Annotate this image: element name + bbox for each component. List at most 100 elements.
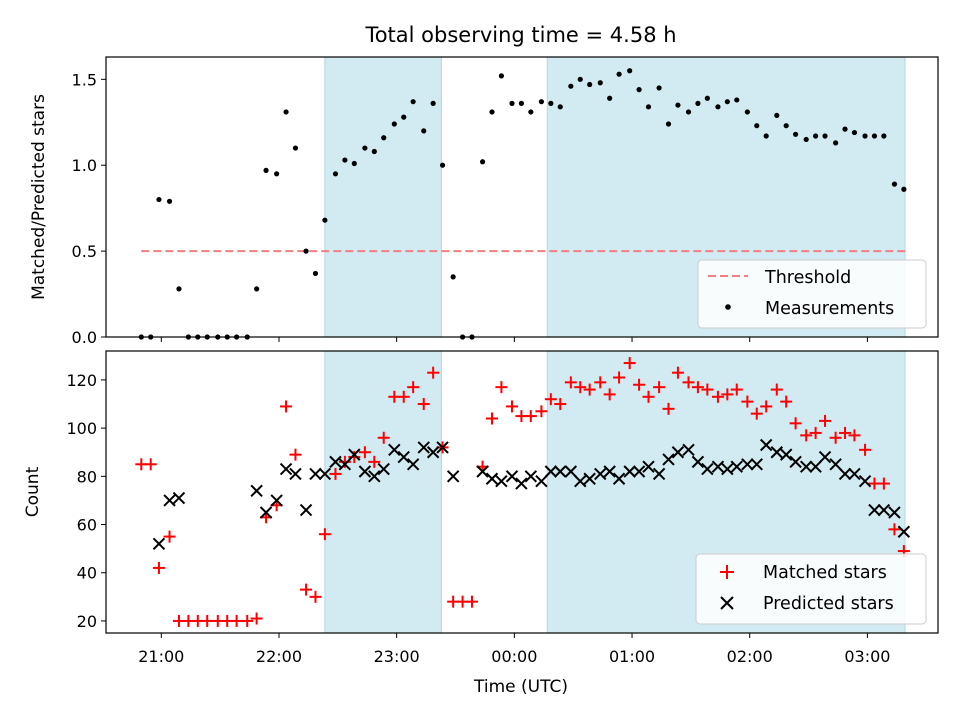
predicted-stars-point — [711, 460, 725, 473]
matched-stars-point — [250, 612, 263, 625]
matched-stars-point — [809, 426, 822, 439]
measurements-point — [656, 85, 662, 91]
matched-stars-point — [495, 381, 508, 394]
matched-stars-point — [318, 528, 331, 541]
matched-stars-point — [642, 390, 655, 403]
measurements-point — [176, 286, 182, 292]
measurements-point — [538, 99, 545, 105]
count-panel: 20 40 60 80 100 120 21:00 22:00 23:00 00:00 01:00… — [23, 350, 939, 697]
measurements-point — [568, 83, 574, 89]
measurements-point — [627, 68, 633, 74]
count-legend: Matched stars Predicted stars — [695, 553, 927, 625]
x-tick-label: 00:00 — [491, 647, 537, 666]
matched-stars-point — [633, 378, 646, 391]
measurements-point — [665, 121, 672, 127]
predicted-stars-point — [485, 472, 499, 485]
measurements-point — [734, 97, 740, 103]
matched-stars-point — [163, 530, 176, 543]
predicted-stars-point — [417, 441, 430, 454]
measurements-point — [498, 73, 505, 79]
matched-stars-point — [417, 398, 430, 411]
x-tick-label: 01:00 — [609, 647, 655, 666]
matched-stars-point — [329, 467, 342, 480]
measurements-point — [704, 95, 710, 101]
predicted-legend-swatch — [720, 596, 734, 610]
x-tick-label: 03:00 — [844, 647, 890, 666]
predicted-stars-point — [318, 467, 332, 481]
measurements-point — [351, 160, 357, 167]
predicted-stars-point — [377, 462, 390, 476]
measurements-point — [362, 145, 368, 151]
predicted-stars-point — [348, 448, 361, 461]
matched-stars-point — [554, 398, 567, 411]
matched-stars-point — [377, 431, 390, 444]
measurements-point — [901, 186, 907, 192]
x-tick-label: 21:00 — [138, 647, 184, 666]
matched-stars-point — [144, 458, 157, 471]
y-tick-label: 60 — [77, 516, 97, 535]
measurements-point — [303, 248, 309, 254]
measurements-point — [616, 71, 622, 77]
matched-stars-point — [603, 388, 616, 401]
measurements-point — [783, 123, 789, 129]
measurements-point — [833, 140, 839, 146]
measurements-point — [548, 100, 554, 106]
measurements-point — [254, 286, 260, 292]
matched-stars-point — [368, 455, 381, 468]
predicted-stars-point — [172, 491, 186, 505]
y-tick-label: 120 — [66, 371, 97, 390]
measurements-point — [754, 123, 760, 129]
predicted-stars-point — [671, 446, 685, 459]
matched-stars-point — [358, 446, 371, 459]
matched-stars-point — [309, 590, 322, 603]
predicted-stars-point — [495, 474, 508, 488]
matched-legend-swatch — [720, 565, 734, 579]
predicted-stars-point — [594, 467, 607, 481]
predicted-stars-point — [270, 494, 283, 507]
predicted-stars-point — [564, 465, 578, 478]
y-tick-label: 20 — [77, 612, 97, 631]
matched-stars-point — [888, 523, 901, 536]
measurements-point — [715, 104, 721, 110]
measurements-point — [636, 87, 642, 93]
matched-stars-point — [848, 429, 861, 442]
count-legend-box — [695, 553, 927, 625]
measurements-point — [421, 128, 427, 134]
ratio-panel-ylabel: Matched/Predicted stars — [29, 94, 49, 300]
predicted-stars-point — [642, 460, 655, 473]
matched-stars-point — [535, 405, 548, 418]
predicted-stars-point — [623, 465, 636, 478]
measurements-point — [263, 167, 269, 173]
predicted-stars-point — [789, 455, 802, 469]
measurements-point — [793, 131, 799, 137]
measurements-point — [675, 102, 681, 108]
measurements-point — [645, 104, 652, 110]
predicted-stars-point — [446, 470, 460, 483]
ratio-legend-box — [697, 259, 927, 329]
predicted-stars-point — [259, 506, 273, 519]
matched-stars-point — [789, 417, 802, 430]
measurements-point — [763, 133, 769, 139]
measurements-point — [607, 95, 613, 101]
predicted-stars-point — [309, 467, 322, 481]
matched-stars-point — [524, 410, 537, 423]
predicted-stars-point — [368, 470, 381, 483]
y-tick-label: 80 — [77, 467, 97, 486]
predicted-stars-point — [603, 465, 616, 478]
matched-stars-point — [662, 402, 675, 415]
measurements-point — [430, 100, 436, 106]
predicted-stars-point — [152, 537, 166, 551]
matched-stars-point — [780, 395, 793, 408]
predicted-stars-point — [877, 503, 891, 517]
y-tick-label: 40 — [77, 564, 97, 583]
measurements-point — [842, 126, 848, 132]
predicted-stars-point — [662, 453, 675, 466]
measurements-point — [518, 100, 525, 106]
ratio-legend: Threshold Measurements — [697, 259, 927, 329]
ratio-panel-frame — [105, 56, 939, 338]
predicted-stars-point — [583, 472, 596, 485]
matched-stars-point — [289, 448, 302, 461]
matched-stars-point — [711, 390, 724, 403]
matched-stars-point — [800, 429, 813, 442]
